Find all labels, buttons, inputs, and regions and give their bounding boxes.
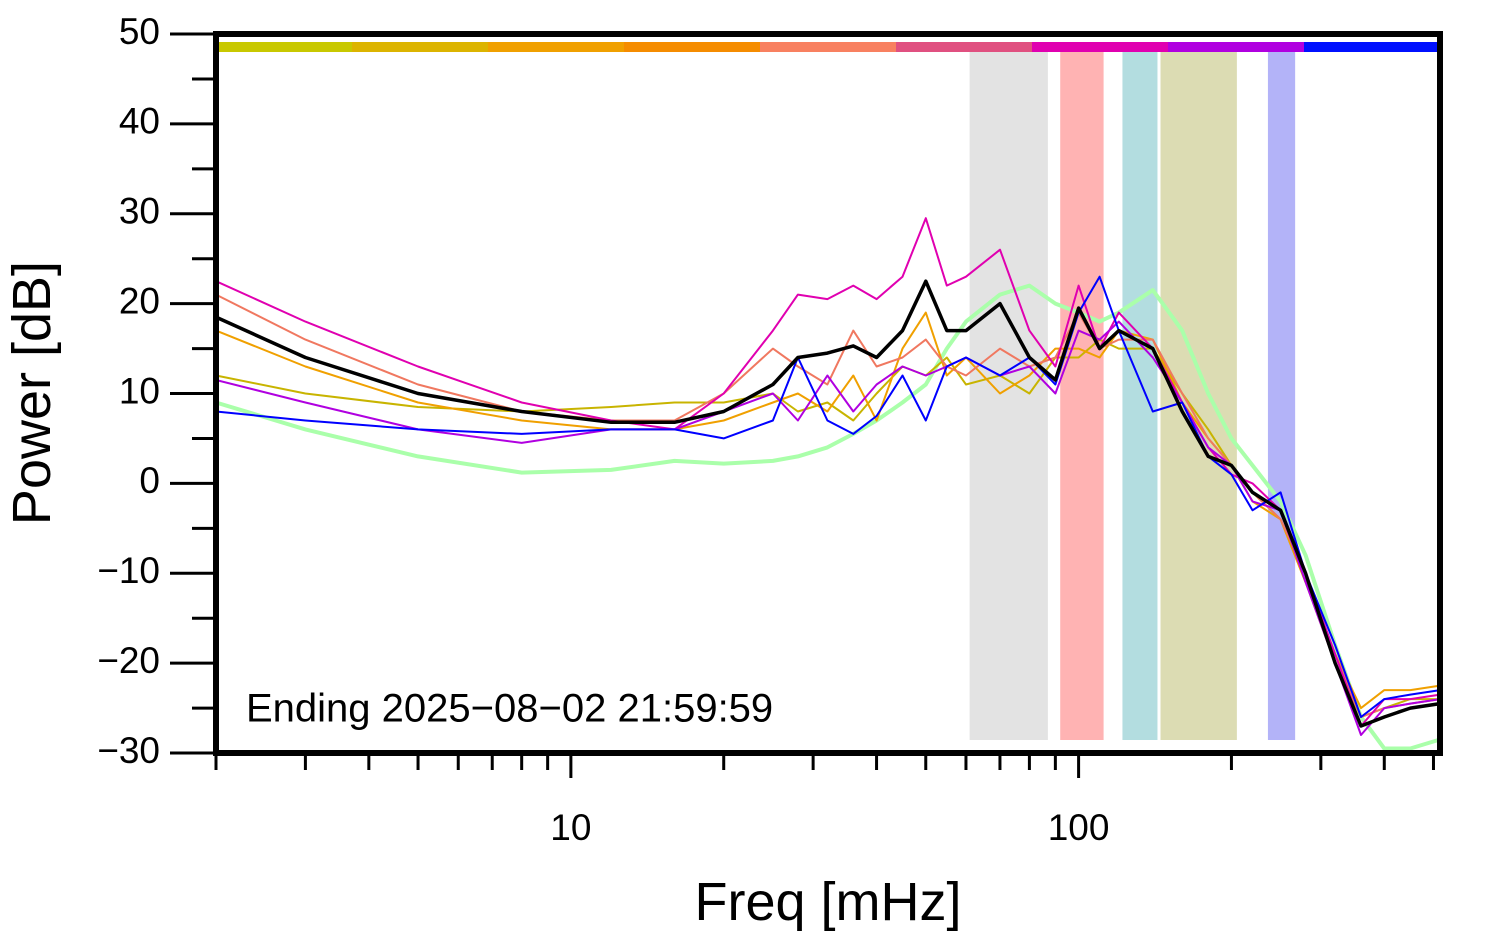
x-tick-label: 10 — [550, 807, 591, 848]
y-tick-label: 20 — [119, 280, 160, 321]
x-tick-label: 100 — [1048, 807, 1110, 848]
band — [969, 52, 1048, 740]
y-tick-label: 40 — [119, 101, 160, 142]
annotation: Ending 2025−08−02 21:59:59 — [246, 687, 773, 731]
band — [1060, 52, 1104, 740]
band — [1122, 52, 1158, 740]
series-line — [215, 283, 1441, 751]
color-bar-segment — [1032, 42, 1169, 52]
series-line — [215, 311, 1441, 710]
y-tick-label: 30 — [119, 191, 160, 232]
y-tick-label: 50 — [119, 11, 160, 52]
color-bar-segment — [624, 42, 761, 52]
y-axis-label: Power [dB] — [2, 261, 62, 525]
plot-frame — [213, 31, 1443, 756]
y-tick-label: −20 — [97, 640, 160, 681]
color-bar-segment — [1304, 42, 1441, 52]
band — [1160, 52, 1237, 740]
color-bar-segment — [1168, 42, 1305, 52]
series-line — [215, 293, 1441, 718]
color-bar-segment — [216, 42, 353, 52]
band — [1267, 52, 1296, 740]
series-line — [215, 279, 1441, 728]
color-bar-segment — [760, 42, 897, 52]
series-line — [215, 275, 1441, 718]
y-tick-label: −30 — [97, 730, 160, 771]
color-bar-segment — [488, 42, 625, 52]
y-tick-label: 0 — [139, 460, 160, 501]
plot-layer — [215, 42, 1441, 751]
y-tick-label: −10 — [97, 550, 160, 591]
y-tick-label: 10 — [119, 370, 160, 411]
color-bar-segment — [352, 42, 489, 52]
color-bar-segment — [896, 42, 1033, 52]
x-axis-label: Freq [mHz] — [694, 872, 961, 932]
